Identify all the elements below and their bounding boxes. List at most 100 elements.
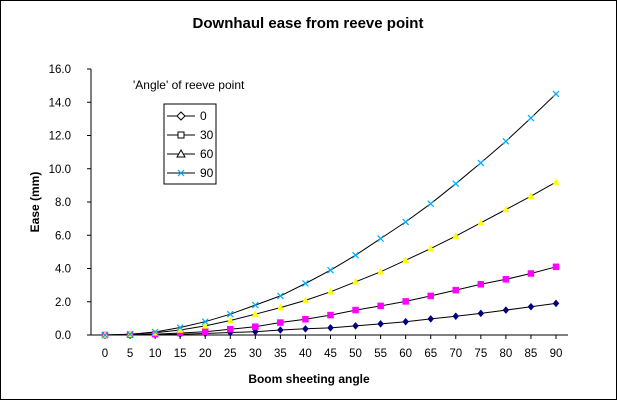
marker-stroke	[151, 328, 159, 336]
data-point	[552, 90, 560, 98]
marker-stroke	[101, 331, 109, 339]
x-tick-label: 45	[324, 348, 337, 360]
data-point	[251, 301, 259, 309]
data-point	[276, 303, 284, 311]
data-point	[427, 200, 435, 208]
marker-stroke	[226, 310, 234, 318]
series-points-90	[101, 90, 560, 339]
y-tick-label: 0.0	[55, 330, 71, 342]
legend-marker	[177, 169, 185, 177]
data-point	[201, 318, 209, 326]
chart-title: Downhaul ease from reeve point	[193, 15, 424, 32]
data-point	[227, 325, 234, 333]
data-point	[477, 309, 485, 318]
marker-stroke	[177, 169, 185, 177]
data-point	[151, 328, 159, 336]
legend-box	[163, 103, 217, 185]
data-point	[327, 311, 334, 319]
data-point	[327, 323, 334, 332]
data-point	[276, 292, 284, 300]
data-point	[527, 270, 535, 277]
marker-stroke	[126, 330, 134, 338]
x-tick-label: 85	[525, 348, 538, 360]
x-tick-label: 5	[127, 348, 133, 360]
data-point	[176, 324, 184, 331]
data-point	[552, 263, 560, 271]
x-tick-label: 75	[474, 348, 487, 360]
marker-stroke	[302, 280, 309, 287]
data-point	[377, 267, 385, 275]
y-tick-label: 8.0	[55, 197, 71, 209]
data-point	[452, 180, 460, 188]
data-point	[302, 296, 309, 304]
y-tick-label: 2.0	[55, 297, 71, 309]
data-point	[251, 310, 259, 317]
data-point	[352, 277, 359, 285]
marker-stroke	[327, 266, 334, 274]
x-tick-label: 60	[399, 348, 412, 360]
legend-marker	[176, 111, 186, 121]
data-point	[502, 276, 510, 283]
data-point	[201, 328, 209, 335]
data-point	[226, 316, 234, 324]
data-point	[402, 256, 410, 263]
x-tick-label: 15	[174, 348, 187, 360]
y-tick-labels: 0.0 2.0 4.0 6.0 8.0 10.0 12.0 14.0 16.0	[49, 64, 91, 342]
data-point	[452, 312, 460, 321]
y-tick-label: 10.0	[49, 164, 71, 176]
x-tick-label: 50	[349, 348, 362, 360]
data-point	[252, 323, 259, 330]
data-point	[402, 317, 409, 326]
marker-stroke	[527, 114, 535, 122]
series-markers	[101, 90, 560, 339]
data-point	[277, 326, 284, 334]
marker-stroke	[276, 292, 284, 300]
data-point	[527, 302, 535, 311]
data-point	[552, 177, 560, 185]
data-point	[226, 310, 234, 318]
x-axis-title: Boom sheeting angle	[248, 372, 370, 386]
data-point	[352, 321, 359, 330]
legend-item-0: 0	[167, 109, 207, 123]
legend-item-30: 30	[167, 128, 214, 142]
data-point	[352, 251, 359, 259]
legend-label: 0	[200, 109, 207, 123]
data-point	[477, 159, 485, 167]
legend-title: 'Angle' of reeve point	[133, 78, 245, 92]
marker-stroke	[452, 180, 460, 188]
x-tick-labels: 0 5 10 15 20 25 30 35 40 45 50 55 60 65 70 75 80 85 90	[102, 335, 563, 360]
x-tick-label: 25	[224, 348, 237, 360]
data-point	[352, 306, 359, 314]
y-tick-label: 16.0	[49, 64, 71, 76]
axes	[90, 69, 568, 336]
y-tick-label: 4.0	[55, 264, 71, 276]
x-tick-label: 90	[550, 348, 563, 360]
x-tick-label: 30	[249, 348, 262, 360]
data-point	[477, 218, 485, 226]
legend-items: 0 30 60 90	[167, 109, 214, 180]
x-tick-label: 0	[102, 348, 108, 360]
data-point	[527, 114, 535, 122]
data-point	[327, 266, 334, 274]
y-tick-label: 12.0	[49, 131, 71, 143]
data-point	[327, 287, 334, 295]
legend-label: 90	[200, 166, 214, 180]
marker-stroke	[477, 159, 485, 167]
data-point	[427, 244, 435, 252]
data-point	[527, 192, 535, 199]
data-point	[502, 306, 510, 314]
marker-stroke	[502, 137, 510, 145]
marker-stroke	[176, 324, 184, 331]
marker-stroke	[427, 200, 435, 208]
x-tick-label: 80	[499, 348, 512, 360]
x-tick-label: 40	[299, 348, 312, 360]
marker-stroke	[377, 235, 385, 242]
marker-stroke	[352, 251, 359, 259]
x-tick-label: 35	[274, 348, 287, 360]
y-tick-label: 14.0	[49, 97, 71, 109]
data-point	[477, 281, 485, 288]
data-point	[502, 137, 510, 145]
data-point	[101, 331, 109, 339]
data-point	[402, 218, 410, 226]
